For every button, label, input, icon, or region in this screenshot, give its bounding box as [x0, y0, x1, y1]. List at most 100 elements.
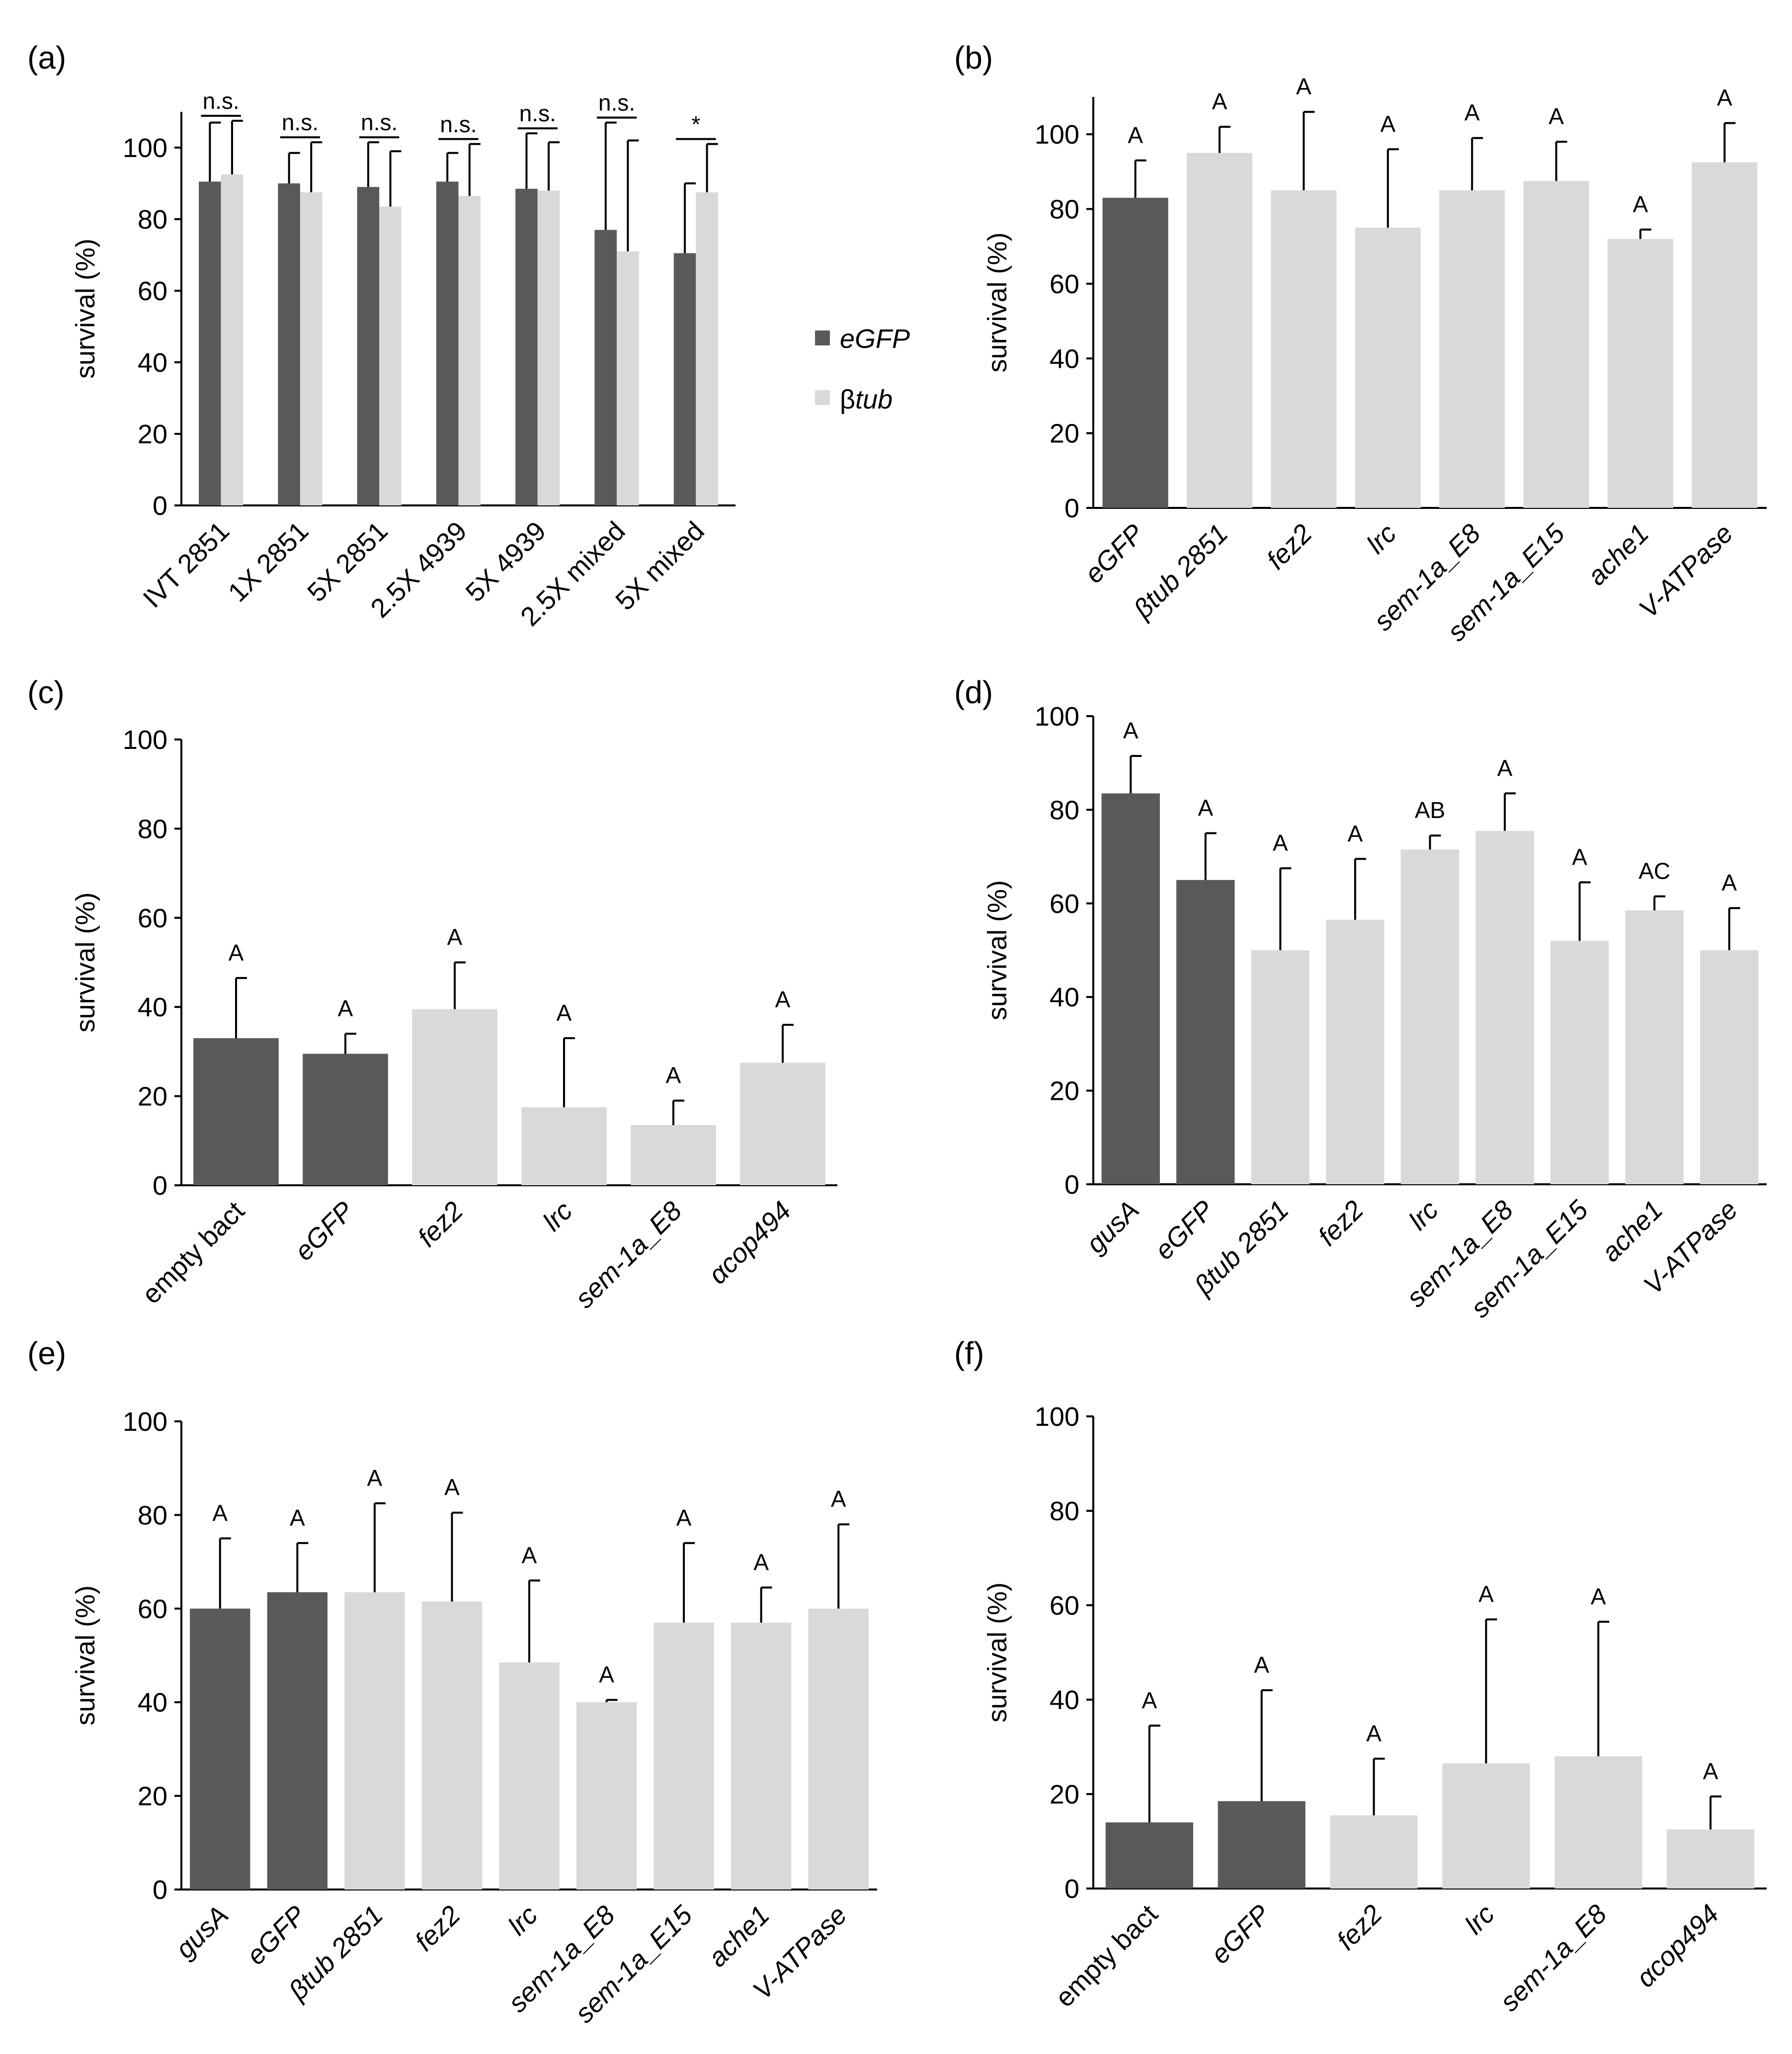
bar	[576, 1702, 637, 1890]
bar	[1176, 880, 1235, 1184]
y-tick-label: 80	[1050, 195, 1079, 225]
y-tick-label: 20	[138, 1782, 167, 1811]
bar-egfp	[357, 187, 380, 505]
y-tick-label: 80	[138, 814, 167, 844]
legend-swatch-egfp	[815, 330, 830, 345]
significance-letter: AC	[1638, 858, 1670, 884]
bar	[344, 1592, 405, 1890]
bar-btub	[537, 190, 560, 505]
bar	[1692, 162, 1758, 508]
panel-label-c: (c)	[27, 674, 65, 710]
legend-label-btub: βtub	[840, 385, 893, 414]
significance-letter: A	[753, 1549, 769, 1575]
bar	[808, 1608, 869, 1890]
x-tick-label: fez2	[1331, 1899, 1388, 1956]
significance-letter: A	[1591, 1583, 1606, 1609]
y-tick-label: 60	[138, 276, 167, 306]
significance-letter: A	[1703, 1758, 1718, 1784]
bar	[1550, 941, 1609, 1184]
bar-egfp	[515, 188, 538, 505]
legend: eGFP βtub	[815, 324, 910, 414]
x-tick-label: fez2	[1312, 1195, 1370, 1252]
bar	[303, 1054, 388, 1185]
y-tick-label: 60	[1050, 1591, 1079, 1621]
x-tick-label: lrc	[1403, 1195, 1444, 1236]
x-tick-label: 5X mixed	[610, 516, 710, 616]
legend-label-btub-italic: tub	[855, 385, 893, 414]
y-tick-label: 60	[138, 904, 167, 933]
x-tick-label: eGFP	[241, 1900, 312, 1971]
significance-letter: A	[1465, 100, 1480, 126]
y-tick-label: 0	[153, 491, 167, 521]
panel-label-d: (d)	[954, 674, 993, 710]
y-axis-title: survival (%)	[982, 232, 1012, 372]
legend-label-egfp: eGFP	[840, 324, 910, 354]
significance-letter: A	[1212, 88, 1227, 114]
bar	[653, 1623, 714, 1890]
y-tick-label: 40	[1050, 983, 1079, 1012]
bar	[740, 1063, 825, 1185]
x-tick-label: ache1	[1596, 1195, 1668, 1267]
significance-letter: A	[447, 924, 463, 950]
y-tick-label: 0	[153, 1171, 167, 1201]
y-tick-label: 20	[1050, 419, 1079, 449]
significance-letter: A	[444, 1475, 460, 1500]
bar	[1625, 910, 1684, 1184]
bar	[631, 1125, 716, 1185]
panel-label-a: (a)	[27, 40, 66, 76]
x-tick-label: empty bact	[136, 1196, 250, 1310]
x-tick-label: eGFP	[1079, 518, 1149, 589]
bar	[1102, 197, 1168, 508]
y-axis-title: survival (%)	[71, 239, 100, 379]
y-tick-label: 40	[138, 992, 167, 1022]
significance-letter: A	[1123, 718, 1139, 743]
significance-letter: A	[1296, 74, 1311, 99]
x-tick-label: 1X 2851	[223, 516, 315, 608]
y-tick-label: 60	[1050, 269, 1079, 299]
bar	[521, 1107, 607, 1185]
significance-letter: A	[1254, 1652, 1269, 1678]
bar	[190, 1608, 250, 1890]
bar	[1523, 181, 1589, 508]
bar	[193, 1038, 279, 1185]
significance-letter: A	[338, 995, 353, 1021]
significance-letter: A	[775, 986, 791, 1012]
y-tick-label: 40	[1050, 344, 1079, 374]
y-tick-label: 20	[138, 1082, 167, 1112]
bar-btub	[696, 192, 718, 505]
x-tick-label: sem-1a_E8	[1494, 1899, 1613, 2017]
x-tick-label: gusA	[170, 1900, 234, 1964]
x-tick-label: IVT 2851	[137, 516, 235, 614]
significance-letter: A	[212, 1500, 228, 1526]
significance-letter: A	[1717, 85, 1732, 111]
panel-f: (f) 0 20 40 60 80 100 survival (%) empty bact eGF…	[954, 1335, 1767, 2017]
x-tick-label: lrc	[1459, 1899, 1500, 1940]
significance-label: n.s.	[440, 111, 477, 137]
y-tick-label: 40	[1050, 1685, 1079, 1715]
significance-label: n.s.	[282, 109, 319, 135]
bar-btub	[221, 174, 244, 505]
y-axis-title: survival (%)	[71, 1585, 100, 1725]
bar-btub	[300, 192, 323, 505]
significance-letter: A	[522, 1542, 537, 1568]
bar	[1400, 849, 1460, 1184]
significance-letter: A	[1478, 1581, 1494, 1607]
x-tick-label: lrc	[1361, 518, 1402, 560]
significance-letter: AB	[1415, 797, 1445, 823]
bar	[267, 1592, 327, 1890]
x-tick-label: empty bact	[1050, 1899, 1163, 2013]
y-axis-title: survival (%)	[71, 892, 100, 1032]
y-tick-label: 80	[138, 1500, 167, 1530]
bar-egfp	[436, 181, 459, 505]
y-axis-title: survival (%)	[982, 1582, 1012, 1723]
bar-egfp	[199, 181, 221, 505]
bar	[1554, 1756, 1642, 1889]
panel-label-b: (b)	[954, 40, 993, 76]
y-tick-label: 0	[1064, 493, 1079, 523]
x-tick-label: ache1	[703, 1900, 775, 1972]
x-tick-label: ache1	[1582, 518, 1654, 591]
x-tick-label: αcop494	[1630, 1899, 1724, 1993]
significance-letter: A	[1572, 844, 1587, 870]
